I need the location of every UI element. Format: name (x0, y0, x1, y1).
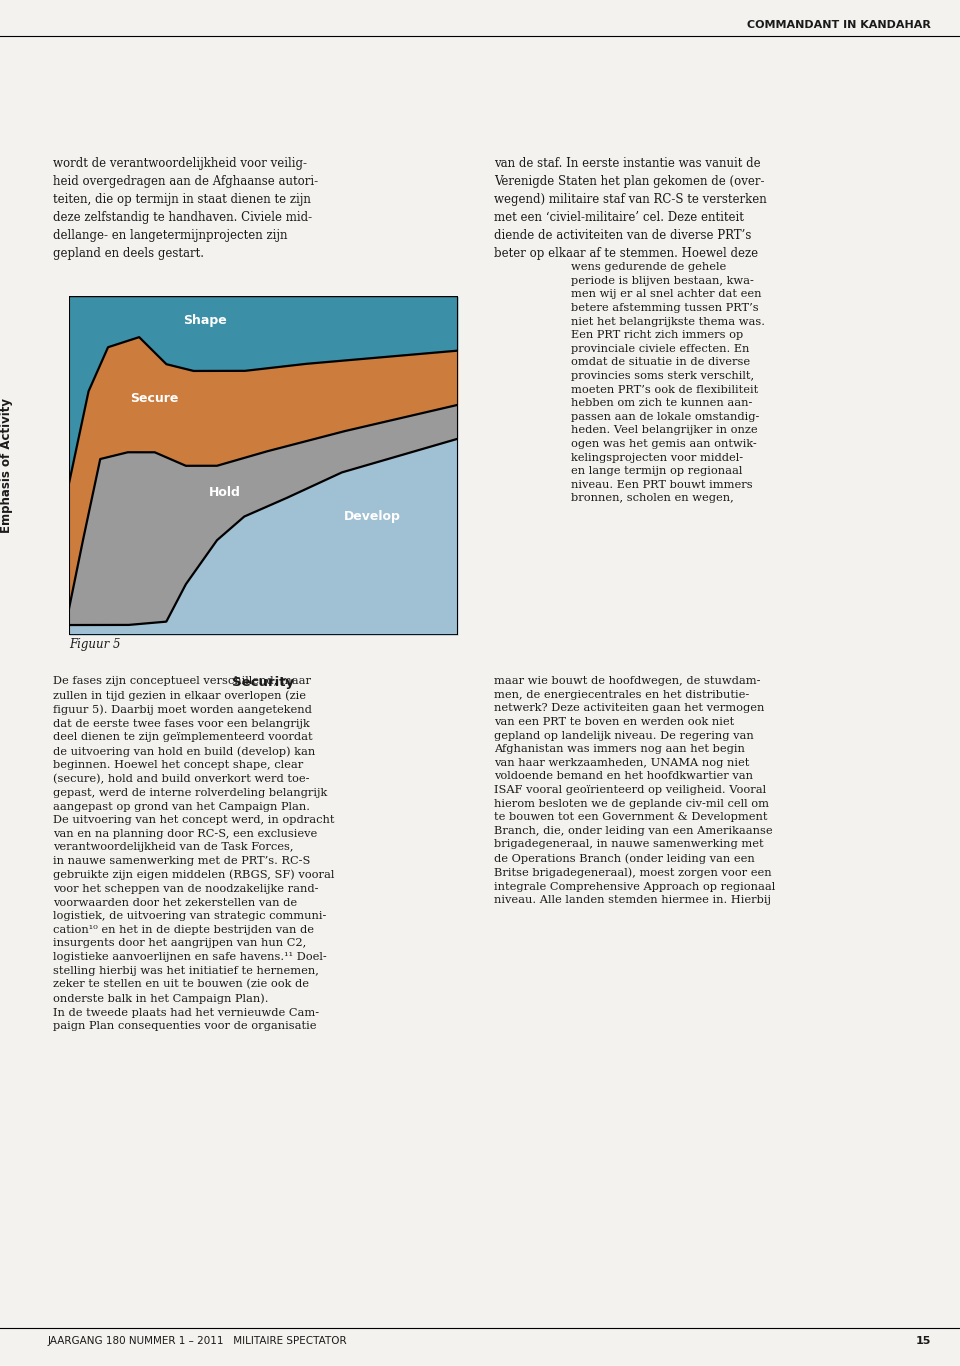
Text: wens gedurende de gehele
periode is blijven bestaan, kwa-
men wij er al snel ach: wens gedurende de gehele periode is blij… (571, 262, 765, 504)
Text: Hold: Hold (208, 486, 241, 500)
Text: Emphasis of Activity: Emphasis of Activity (0, 399, 13, 533)
Text: JAARGANG 180 NUMMER 1 – 2011   MILITAIRE SPECTATOR: JAARGANG 180 NUMMER 1 – 2011 MILITAIRE S… (48, 1336, 348, 1346)
Text: maar wie bouwt de hoofdwegen, de stuwdam-
men, de energiecentrales en het distri: maar wie bouwt de hoofdwegen, de stuwdam… (494, 676, 776, 906)
Text: De fases zijn conceptueel verschillend, maar
zullen in tijd gezien in elkaar ove: De fases zijn conceptueel verschillend, … (53, 676, 334, 1031)
Text: 15: 15 (916, 1336, 931, 1346)
Text: wordt de verantwoordelijkheid voor veilig-
heid overgedragen aan de Afghaanse au: wordt de verantwoordelijkheid voor veili… (53, 157, 318, 260)
Text: van de staf. In eerste instantie was vanuit de
Verenigde Staten het plan gekomen: van de staf. In eerste instantie was van… (494, 157, 767, 260)
Text: Shape: Shape (183, 314, 228, 326)
Text: Secure: Secure (131, 392, 179, 404)
Text: Figuur 5: Figuur 5 (69, 638, 121, 652)
Text: Develop: Develop (344, 510, 401, 523)
Text: Security: Security (232, 676, 295, 688)
Text: COMMANDANT IN KANDAHAR: COMMANDANT IN KANDAHAR (747, 20, 931, 30)
